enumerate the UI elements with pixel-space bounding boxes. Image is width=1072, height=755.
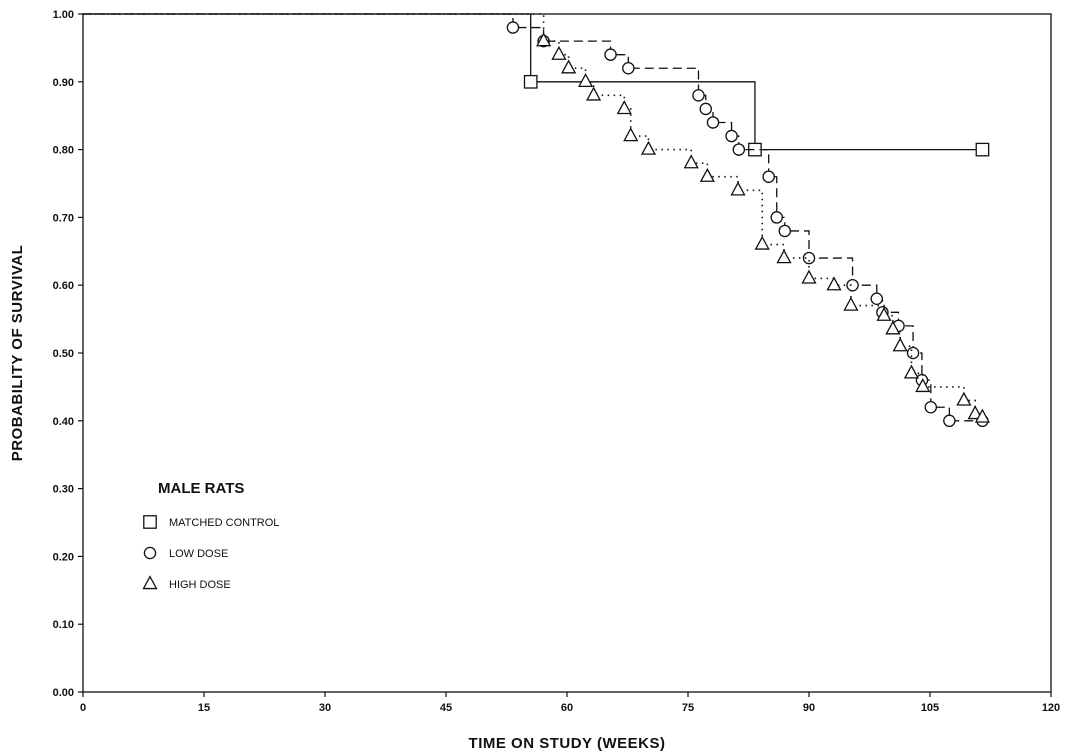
legend-title: MALE RATS — [158, 480, 244, 497]
y-tick-label: 0.50 — [53, 348, 74, 360]
legend-entry: HIGH DOSE — [169, 579, 231, 591]
x-tick-label: 75 — [682, 702, 694, 714]
x-tick-label: 30 — [319, 702, 331, 714]
data-point — [892, 337, 908, 352]
data-point — [754, 235, 770, 250]
y-tick-label: 1.00 — [53, 9, 74, 21]
y-tick-label: 0.70 — [53, 212, 74, 224]
data-point — [640, 140, 657, 155]
data-point — [586, 86, 602, 101]
data-point — [561, 59, 577, 74]
data-point — [802, 251, 816, 265]
data-point — [975, 142, 990, 157]
x-tick-label: 0 — [80, 702, 86, 714]
data-point — [523, 74, 538, 89]
data-point — [843, 296, 859, 311]
x-tick-label: 45 — [440, 702, 452, 714]
x-tick-label: 60 — [561, 702, 573, 714]
series-triangle — [83, 13, 991, 423]
legend: MALE RATS MATCHED CONTROL LOW DOSE HIGH DO… — [142, 480, 279, 591]
data-point — [776, 249, 792, 264]
series-circle — [83, 13, 989, 428]
legend-entry: LOW DOSE — [169, 548, 228, 560]
data-point — [506, 21, 520, 34]
y-tick-label: 0.80 — [53, 145, 74, 157]
data-point — [577, 72, 594, 88]
legend-marker — [142, 575, 158, 590]
data-point — [699, 167, 715, 182]
data-point — [876, 306, 892, 321]
data-point — [967, 405, 983, 420]
data-point — [699, 102, 712, 116]
data-point — [762, 170, 775, 183]
data-point — [730, 181, 746, 196]
data-point — [885, 320, 901, 335]
data-point — [604, 48, 617, 61]
y-axis-label: PROBABILITY OF SURVIVAL — [9, 245, 26, 462]
legend-marker — [143, 546, 157, 560]
data-point — [846, 278, 859, 292]
data-point — [906, 346, 920, 360]
x-axis-label: TIME ON STUDY (WEEKS) — [469, 735, 666, 752]
data-point — [778, 224, 792, 238]
y-tick-label: 0.60 — [53, 280, 74, 292]
data-point — [725, 129, 738, 143]
data-point — [692, 89, 705, 102]
legend-entries: MATCHED CONTROL LOW DOSE HIGH DOSE — [142, 515, 279, 591]
data-point — [870, 292, 884, 306]
data-point — [551, 45, 567, 60]
data-point — [943, 414, 956, 428]
data-point — [915, 378, 931, 393]
x-tick-label: 15 — [198, 702, 210, 714]
data-point — [536, 32, 552, 47]
series-line — [83, 13, 984, 418]
y-tick-label: 0.10 — [53, 619, 74, 631]
data-point — [623, 127, 639, 142]
x-tick-label: 90 — [803, 702, 815, 714]
data-point — [974, 408, 991, 423]
data-point — [924, 400, 938, 414]
y-tick-label: 0.20 — [53, 551, 74, 563]
data-point — [622, 61, 635, 75]
legend-entry: MATCHED CONTROL — [169, 517, 279, 529]
ticks-layer: 0 15 30 45 60 75 90 105 120 0.00 0.10 0.20 0.30 0.40 0… — [53, 9, 1061, 714]
legend-marker — [143, 515, 157, 529]
data-point — [616, 100, 632, 115]
data-point — [683, 154, 699, 169]
data-point — [770, 211, 783, 224]
series-square — [83, 13, 990, 157]
data-point — [706, 116, 720, 129]
data-point — [903, 364, 920, 379]
x-tick-label: 120 — [1042, 702, 1060, 714]
data-point — [801, 269, 817, 284]
x-tick-label: 105 — [921, 702, 939, 714]
y-tick-label: 0.40 — [53, 416, 74, 428]
y-tick-label: 0.30 — [53, 484, 74, 496]
data-point — [956, 391, 972, 406]
series-layer — [83, 13, 991, 428]
y-tick-label: 0.00 — [53, 687, 74, 699]
data-point — [732, 143, 746, 156]
data-point — [826, 276, 842, 291]
y-tick-label: 0.90 — [53, 77, 74, 89]
